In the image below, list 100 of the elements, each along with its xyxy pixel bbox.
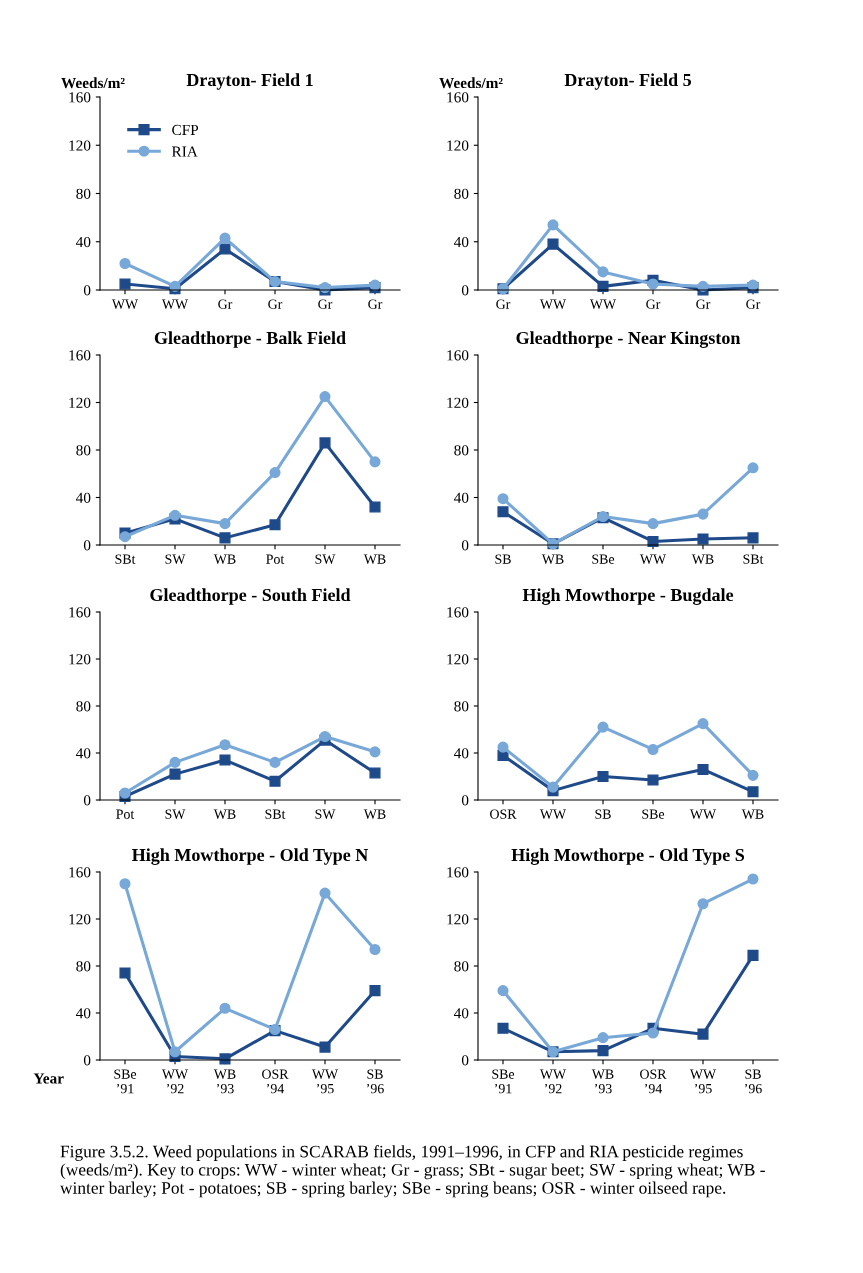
y-tick-label: 0 — [461, 1055, 469, 1066]
x-tick-label: WB — [741, 809, 764, 819]
caption: Figure 3.5.2. Weed populations in SCARAB fields, 1991–1996, in CFP and RIA pesticide regimes (weeds/m²). Key to crops: WW - winter wheat; Gr - grass; SBt - sugar beet; SW - spring wheat; WB - winter barley; Pot - potatoes; SB - spring barley; SBe - spring beans; OSR - winter oilseed rape. — [60, 1145, 765, 1198]
chart-title: Drayton- Field 5 — [564, 73, 692, 90]
y-tick-label: 80 — [454, 701, 469, 712]
x-tick-label: WW ’95 — [311, 1069, 339, 1094]
y-tick-label: 160 — [447, 92, 469, 103]
x-tick-label: WB — [363, 554, 386, 564]
y-tick-label: 120 — [69, 140, 91, 151]
y-tick-label: 80 — [454, 961, 469, 972]
x-tick-label: Gr — [218, 299, 233, 309]
x-tick-label: SW — [165, 554, 186, 564]
y-tick-label: 120 — [69, 914, 91, 925]
x-tick-label: WB — [691, 554, 714, 564]
x-tick-label: SW — [315, 809, 336, 819]
y-tick-label: 0 — [83, 795, 91, 806]
x-tick-label: SBe — [642, 809, 665, 819]
x-tick-label: SBe ’91 — [114, 1069, 137, 1094]
y-tick-label: 160 — [447, 350, 469, 361]
x-tick-label: WB ’93 — [591, 1069, 614, 1094]
x-tick-label: SBt — [265, 809, 286, 819]
x-tick-label: SBe ’91 — [492, 1069, 515, 1094]
chart-title: Gleadthorpe - Near Kingston — [516, 331, 741, 348]
x-tick-label: WB — [541, 554, 564, 564]
y-tick-label: 0 — [461, 540, 469, 551]
y-tick-label: 120 — [69, 654, 91, 665]
y-tick-label: 80 — [76, 701, 91, 712]
y-axis-title: Weeds/m² — [439, 77, 503, 89]
x-tick-label: SB — [495, 554, 511, 564]
x-tick-label: Gr — [646, 299, 661, 309]
x-tick-label: WW — [589, 299, 617, 309]
chart-title: High Mowthorpe - Bugdale — [522, 588, 734, 605]
y-tick-label: 80 — [454, 445, 469, 456]
chart-title: High Mowthorpe - Old Type S — [511, 848, 745, 865]
x-tick-label: WW — [539, 809, 567, 819]
x-tick-label: Gr — [318, 299, 333, 309]
y-tick-label: 80 — [76, 445, 91, 456]
y-tick-label: 40 — [75, 1008, 91, 1019]
x-tick-label: WW ’95 — [689, 1069, 717, 1094]
x-tick-label: WW ’92 — [539, 1069, 567, 1094]
x-tick-label: WW ’92 — [161, 1069, 189, 1094]
x-tick-label: SB ’96 — [744, 1069, 762, 1094]
y-tick-label: 40 — [453, 748, 469, 759]
x-tick-label: WW — [539, 299, 567, 309]
x-tick-label: WB ’93 — [213, 1069, 236, 1094]
y-tick-label: 120 — [447, 914, 469, 925]
x-tick-label: WW — [639, 554, 667, 564]
x-tick-label: SB ’96 — [366, 1069, 384, 1094]
x-tick-label: Gr — [368, 299, 383, 309]
legend-label: CFP — [172, 124, 199, 136]
y-tick-label: 160 — [447, 607, 469, 618]
y-tick-label: 80 — [76, 188, 91, 199]
chart-title: Gleadthorpe - Balk Field — [154, 331, 346, 348]
x-tick-label: SBt — [115, 554, 136, 564]
x-tick-label: SBe — [592, 554, 615, 564]
x-tick-label: SBt — [743, 554, 764, 564]
x-tick-label: Pot — [116, 809, 135, 819]
x-tick-label: OSR ’94 — [262, 1069, 289, 1094]
y-tick-label: 40 — [453, 236, 469, 248]
x-tick-label: WW — [689, 809, 717, 819]
x-tick-label: WB — [213, 554, 236, 564]
y-tick-label: 0 — [83, 540, 91, 551]
y-tick-label: 0 — [83, 1055, 91, 1066]
x-tick-label: WB — [213, 809, 236, 819]
x-tick-label: SW — [165, 809, 186, 819]
y-tick-label: 40 — [75, 236, 91, 248]
x-tick-label: OSR — [490, 809, 517, 819]
y-tick-label: 160 — [69, 867, 91, 878]
x-tick-label: Pot — [266, 554, 285, 564]
x-tick-label: SB — [595, 809, 611, 819]
y-tick-label: 160 — [69, 350, 91, 361]
y-tick-label: 120 — [447, 140, 469, 151]
y-tick-label: 0 — [83, 285, 91, 296]
x-tick-label: Gr — [268, 299, 283, 309]
y-tick-label: 120 — [447, 397, 469, 408]
y-tick-label: 40 — [453, 492, 469, 503]
x-tick-label: WW — [161, 299, 189, 309]
x-tick-label: OSR ’94 — [640, 1069, 667, 1094]
x-tick-label: SW — [315, 554, 336, 564]
legend-label: RIA — [171, 146, 198, 157]
x-axis-title: Year — [33, 1073, 64, 1084]
x-tick-label: WB — [363, 809, 386, 819]
y-tick-label: 0 — [461, 795, 469, 806]
x-tick-label: Gr — [496, 299, 511, 309]
y-tick-label: 160 — [447, 867, 469, 878]
y-tick-label: 160 — [69, 92, 91, 103]
y-tick-label: 40 — [75, 492, 91, 503]
y-tick-label: 80 — [76, 961, 91, 972]
y-tick-label: 80 — [454, 188, 469, 199]
chart-title: Gleadthorpe - South Field — [150, 588, 351, 605]
y-tick-label: 40 — [75, 748, 91, 759]
chart-title: Drayton- Field 1 — [186, 73, 313, 90]
y-tick-label: 120 — [447, 654, 469, 665]
y-tick-label: 120 — [69, 397, 91, 408]
x-tick-label: Gr — [696, 299, 711, 309]
y-tick-label: 40 — [453, 1008, 469, 1019]
chart-title: High Mowthorpe - Old Type N — [132, 848, 369, 865]
x-tick-label: WW — [111, 299, 139, 309]
y-tick-label: 0 — [461, 285, 469, 296]
y-axis-title: Weeds/m² — [61, 77, 125, 89]
